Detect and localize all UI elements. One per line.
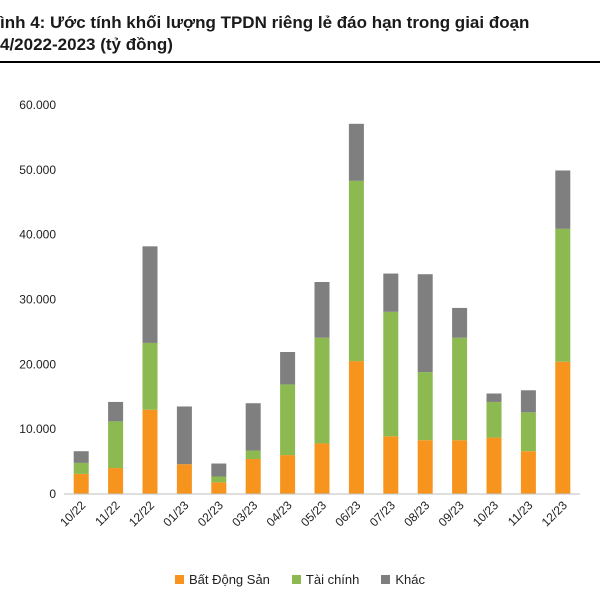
y-tick-label: 20.000: [19, 357, 56, 371]
bar-tai-chinh-03-23: [245, 450, 261, 459]
bar-bat-dong-san-11-23: [520, 451, 536, 494]
x-tick-label: 10/23: [470, 498, 501, 529]
bar-bat-dong-san-03-23: [245, 458, 261, 494]
bar-khac-12-23: [555, 170, 571, 229]
bar-khac-02-23: [211, 463, 227, 477]
bar-khac-11-22: [108, 401, 124, 422]
legend-item-tai-chinh: Tài chính: [291, 572, 360, 587]
bar-khac-05-23: [314, 281, 330, 338]
x-tick-label: 04/23: [264, 498, 295, 529]
bar-khac-01-23: [176, 406, 192, 465]
bar-tai-chinh-04-23: [280, 384, 296, 456]
bar-khac-07-23: [383, 273, 399, 312]
y-tick-label: 60.000: [19, 98, 56, 112]
x-tick-label: 02/23: [195, 498, 226, 529]
bar-tai-chinh-06-23: [348, 180, 364, 362]
bar-bat-dong-san-11-22: [108, 468, 124, 494]
bar-tai-chinh-08-23: [417, 372, 433, 441]
bar-khac-04-23: [280, 352, 296, 385]
bar-tai-chinh-09-23: [452, 337, 468, 441]
x-tick-label: 12/22: [126, 498, 157, 529]
y-tick-label: 30.000: [19, 293, 56, 307]
bar-khac-11-23: [520, 390, 536, 413]
bar-khac-10-23: [486, 393, 502, 402]
x-tick-label: 12/23: [539, 498, 570, 529]
x-tick-label: 11/22: [92, 498, 123, 529]
x-tick-label: 01/23: [160, 498, 191, 529]
bar-tai-chinh-12-22: [142, 342, 158, 410]
bar-bat-dong-san-08-23: [417, 440, 433, 494]
x-tick-label: 06/23: [332, 498, 363, 529]
bar-bat-dong-san-02-23: [211, 482, 227, 494]
bar-khac-03-23: [245, 403, 261, 451]
bar-tai-chinh-10-23: [486, 401, 502, 438]
legend-label-tai-chinh: Tài chính: [305, 572, 360, 587]
bar-tai-chinh-02-23: [211, 476, 227, 483]
title-divider: [0, 61, 600, 63]
bar-bat-dong-san-10-22: [73, 473, 89, 494]
legend: Bất Động Sản Tài chính Khác: [0, 572, 600, 587]
legend-item-khac: Khác: [381, 572, 425, 587]
bar-bat-dong-san-05-23: [314, 443, 330, 494]
bar-bat-dong-san-09-23: [452, 440, 468, 494]
bar-khac-06-23: [348, 123, 364, 181]
bar-tai-chinh-12-23: [555, 228, 571, 362]
bar-tai-chinh-07-23: [383, 311, 399, 437]
x-tick-label: 03/23: [229, 498, 260, 529]
y-tick-label: 50.000: [19, 163, 56, 177]
x-tick-label: 09/23: [436, 498, 467, 529]
bar-khac-12-22: [142, 246, 158, 343]
legend-swatch-tai-chinh: [291, 575, 301, 584]
bar-bat-dong-san-01-23: [176, 464, 192, 494]
bar-tai-chinh-10-22: [73, 462, 89, 474]
bar-bat-dong-san-04-23: [280, 455, 296, 494]
bar-khac-10-22: [73, 451, 89, 463]
legend-swatch-khac: [381, 575, 391, 584]
y-tick-label: 0: [49, 487, 56, 501]
bar-bat-dong-san-06-23: [348, 361, 364, 494]
legend-label-bat-dong-san: Bất Động Sản: [188, 572, 270, 587]
x-tick-label: 11/23: [505, 498, 536, 529]
chart-title-line-1: ình 4: Ước tính khối lượng TPDN riêng lẻ…: [0, 13, 530, 32]
bar-tai-chinh-05-23: [314, 337, 330, 444]
chart-title-line-2: 4/2022-2023 (tỷ đồng): [0, 35, 173, 54]
x-tick-label: 08/23: [401, 498, 432, 529]
legend-label-khac: Khác: [395, 572, 426, 587]
bar-khac-09-23: [452, 307, 468, 338]
bar-bat-dong-san-10-23: [486, 437, 502, 494]
y-tick-label: 40.000: [19, 228, 56, 242]
bar-khac-08-23: [417, 274, 433, 373]
x-tick-label: 07/23: [367, 498, 398, 529]
x-tick-label: 05/23: [298, 498, 329, 529]
bar-bat-dong-san-12-23: [555, 361, 571, 494]
bar-bat-dong-san-07-23: [383, 436, 399, 494]
x-tick-label: 10/22: [57, 498, 88, 529]
legend-swatch-bat-dong-san: [174, 575, 184, 584]
y-tick-label: 10.000: [19, 422, 56, 436]
bar-bat-dong-san-12-22: [142, 409, 158, 494]
legend-item-bat-dong-san: Bất Động Sản: [174, 572, 270, 587]
bar-tai-chinh-11-23: [520, 412, 536, 452]
chart-title: ình 4: Ước tính khối lượng TPDN riêng lẻ…: [0, 12, 600, 56]
bar-tai-chinh-11-22: [108, 421, 124, 469]
